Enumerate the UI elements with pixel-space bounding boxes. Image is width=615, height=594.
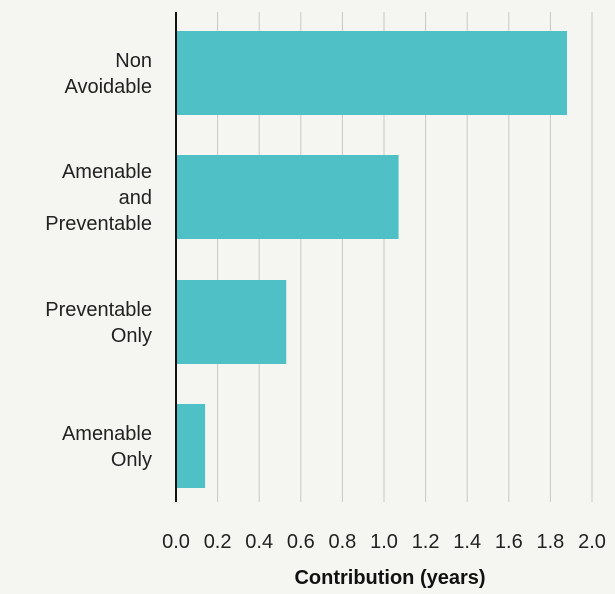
- x-tick-label: 0.0: [162, 531, 190, 553]
- x-tick-label: 0.8: [328, 531, 356, 553]
- x-tick-label: 1.8: [536, 531, 564, 553]
- x-tick-labels: 0.0 0.2 0.4 0.6 0.8 1.0 1.2 1.4 1.6 1.8 2.0: [162, 531, 606, 553]
- category-label: Amenable and Preventable: [45, 161, 152, 235]
- x-axis-title: Contribution (years): [294, 567, 485, 589]
- x-tick-label: 0.2: [204, 531, 232, 553]
- bar: [176, 155, 399, 239]
- category-label: Amenable Only: [62, 423, 152, 471]
- category-label: Preventable Only: [45, 299, 152, 347]
- x-tick-label: 0.6: [287, 531, 315, 553]
- category-label: Non Avoidable: [65, 50, 152, 98]
- x-tick-label: 1.4: [453, 531, 481, 553]
- x-tick-label: 1.6: [495, 531, 523, 553]
- x-tick-label: 1.0: [370, 531, 398, 553]
- x-tick-label: 2.0: [578, 531, 606, 553]
- x-tick-label: 1.2: [412, 531, 440, 553]
- bar: [176, 280, 287, 364]
- x-tick-label: 0.4: [245, 531, 273, 553]
- bar: [176, 31, 568, 115]
- category-labels: Non Avoidable Amenable and Preventable Preven…: [45, 50, 152, 471]
- bars: [176, 31, 568, 488]
- bar: [176, 404, 206, 488]
